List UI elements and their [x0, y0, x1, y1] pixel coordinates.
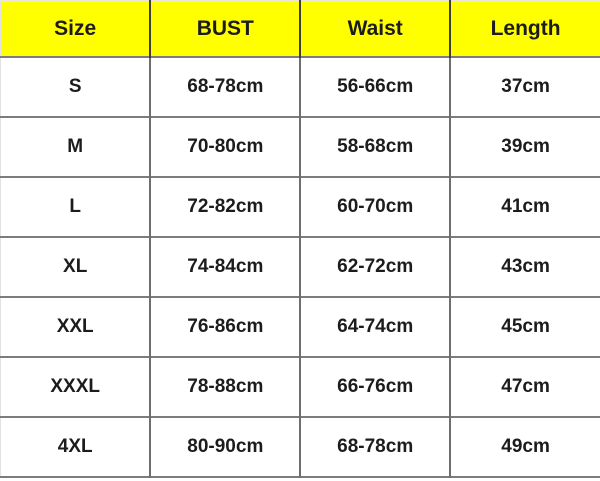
table-row-l: L 72-82cm 60-70cm 41cm: [0, 176, 600, 237]
cell-bust: 78-88cm: [149, 356, 301, 417]
column-header-waist: Waist: [299, 1, 451, 57]
table-row-xxxl: XXXL 78-88cm 66-76cm 47cm: [0, 356, 600, 417]
column-header-bust: BUST: [149, 1, 301, 57]
cell-waist: 60-70cm: [299, 176, 451, 237]
table-row-s: S 68-78cm 56-66cm 37cm: [0, 56, 600, 117]
cell-bust: 70-80cm: [149, 116, 301, 177]
cell-length: 39cm: [449, 116, 600, 177]
cell-bust: 74-84cm: [149, 236, 301, 297]
cell-bust: 68-78cm: [149, 56, 301, 117]
cell-bust: 72-82cm: [149, 176, 301, 237]
cell-length: 45cm: [449, 296, 600, 357]
cell-length: 37cm: [449, 56, 600, 117]
cell-size: XXXL: [0, 356, 151, 417]
cell-size: M: [0, 116, 151, 177]
table-row-4xl: 4XL 80-90cm 68-78cm 49cm: [0, 416, 600, 477]
header-row: Size BUST Waist Length: [0, 1, 600, 57]
cell-length: 41cm: [449, 176, 600, 237]
cell-size: S: [0, 56, 151, 117]
column-header-size: Size: [0, 1, 151, 57]
size-chart-body: S 68-78cm 56-66cm 37cm M 70-80cm 58-68cm…: [0, 56, 600, 477]
cell-length: 43cm: [449, 236, 600, 297]
cell-length: 47cm: [449, 356, 600, 417]
table-row-m: M 70-80cm 58-68cm 39cm: [0, 116, 600, 177]
size-chart-header: Size BUST Waist Length: [0, 1, 600, 57]
cell-size: XXL: [0, 296, 151, 357]
table-row-xxl: XXL 76-86cm 64-74cm 45cm: [0, 296, 600, 357]
cell-waist: 56-66cm: [299, 56, 451, 117]
cell-size: 4XL: [0, 416, 151, 477]
cell-waist: 68-78cm: [299, 416, 451, 477]
column-header-length: Length: [449, 1, 600, 57]
cell-size: L: [0, 176, 151, 237]
cell-waist: 62-72cm: [299, 236, 451, 297]
cell-bust: 76-86cm: [149, 296, 301, 357]
table-row-xl: XL 74-84cm 62-72cm 43cm: [0, 236, 600, 297]
cell-waist: 58-68cm: [299, 116, 451, 177]
cell-bust: 80-90cm: [149, 416, 301, 477]
cell-waist: 66-76cm: [299, 356, 451, 417]
cell-size: XL: [0, 236, 151, 297]
cell-waist: 64-74cm: [299, 296, 451, 357]
cell-length: 49cm: [449, 416, 600, 477]
